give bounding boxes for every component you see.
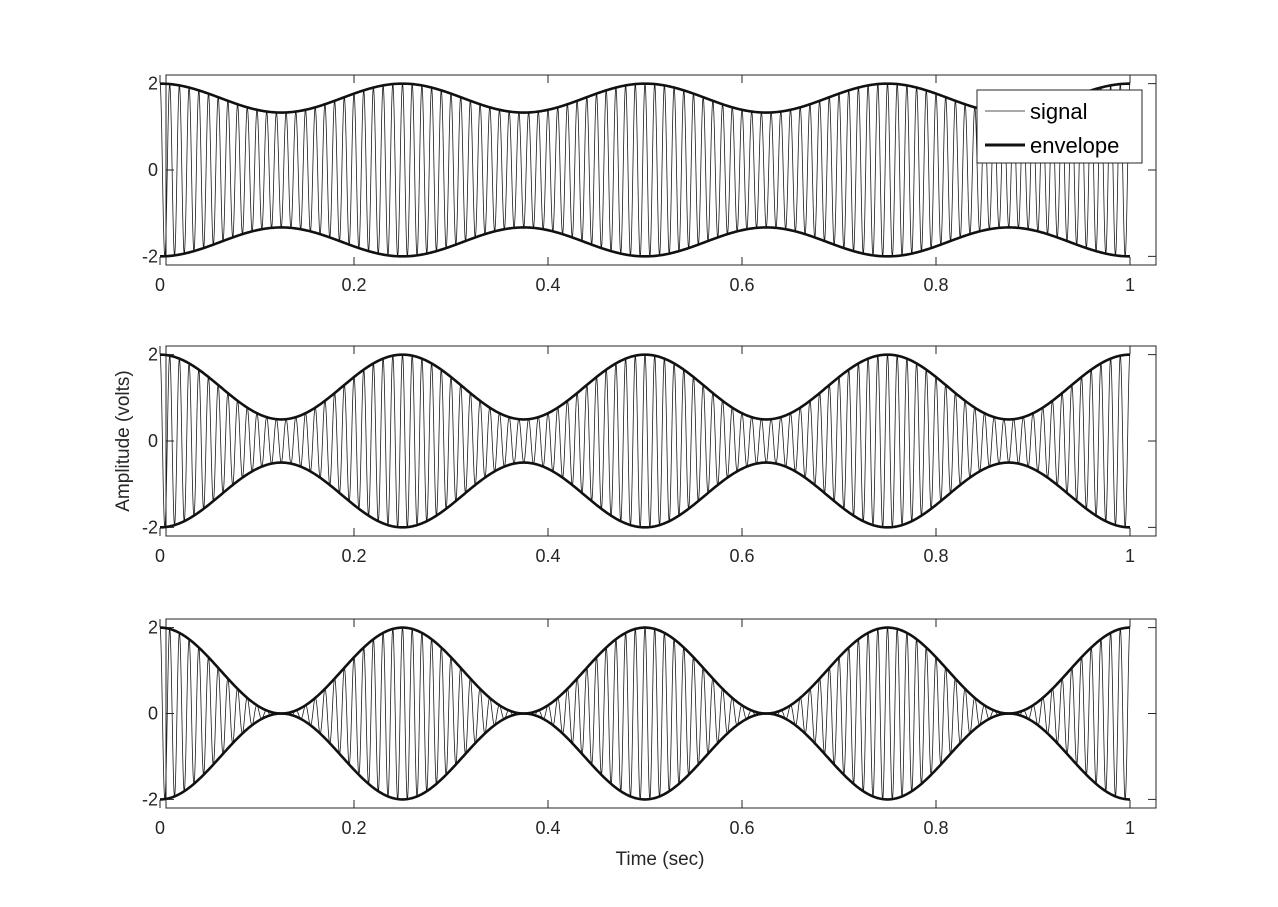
- x-tick-label: 0.4: [535, 546, 560, 566]
- x-tick-label: 0.2: [341, 546, 366, 566]
- y-tick-label: 0: [148, 704, 158, 724]
- subplot-1: -2 0 2 0 0.2 0.4 0.6 0.8 1: [142, 74, 1157, 295]
- series-envelope-lower: [159, 461, 1131, 529]
- y-tick-label: 0: [148, 431, 158, 451]
- x-tick-label: 0.4: [535, 818, 560, 838]
- x-tick-label: 0.2: [341, 818, 366, 838]
- y-tick-label: 0: [148, 160, 158, 180]
- x-tick-label: 1: [1125, 546, 1135, 566]
- x-tick-label: 0: [155, 546, 165, 566]
- series-envelope-upper: [160, 82, 1130, 114]
- axes-frame: [165, 345, 1157, 537]
- y-tick-label: -2: [142, 517, 158, 537]
- legend-envelope-label: envelope: [1030, 133, 1119, 158]
- y-tick-label: 2: [148, 618, 158, 638]
- x-tick-label: 0.4: [535, 275, 560, 295]
- x-tick-label: 0.8: [923, 818, 948, 838]
- series-envelope-lower: [160, 226, 1130, 258]
- series-envelope-lower: [159, 712, 1131, 801]
- series-envelope-upper: [159, 353, 1131, 421]
- xlabel: Time (sec): [615, 849, 704, 870]
- x-tick-label: 0: [155, 275, 165, 295]
- legend-signal-label: signal: [1030, 99, 1087, 124]
- ylabel: Amplitude (volts): [113, 370, 134, 512]
- y-tick-label: 2: [148, 74, 158, 94]
- x-tick-label: 0.6: [729, 546, 754, 566]
- x-tick-label: 1: [1125, 818, 1135, 838]
- subplots: -2 0 2 0 0.2 0.4 0.6 0.8 1 -2 0 2 0 0.2 0.4 0.6 0.8 1 -2 0 2…: [142, 74, 1157, 838]
- y-tick-label: -2: [142, 789, 158, 809]
- legend: signal envelope: [976, 89, 1143, 164]
- x-tick-label: 0.2: [341, 275, 366, 295]
- x-tick-label: 1: [1125, 275, 1135, 295]
- x-tick-label: 0.8: [923, 275, 948, 295]
- series-signal: [159, 353, 1131, 529]
- x-tick-label: 0.8: [923, 546, 948, 566]
- subplot-2: -2 0 2 0 0.2 0.4 0.6 0.8 1: [142, 345, 1157, 566]
- series-signal: [159, 626, 1131, 801]
- subplot-3: -2 0 2 0 0.2 0.4 0.6 0.8 1: [142, 618, 1157, 838]
- y-tick-label: -2: [142, 246, 158, 266]
- x-tick-label: 0: [155, 818, 165, 838]
- series-envelope-upper: [159, 626, 1131, 715]
- y-tick-label: 2: [148, 345, 158, 365]
- legend-box: [976, 89, 1143, 164]
- x-tick-label: 0.6: [729, 275, 754, 295]
- x-tick-label: 0.6: [729, 818, 754, 838]
